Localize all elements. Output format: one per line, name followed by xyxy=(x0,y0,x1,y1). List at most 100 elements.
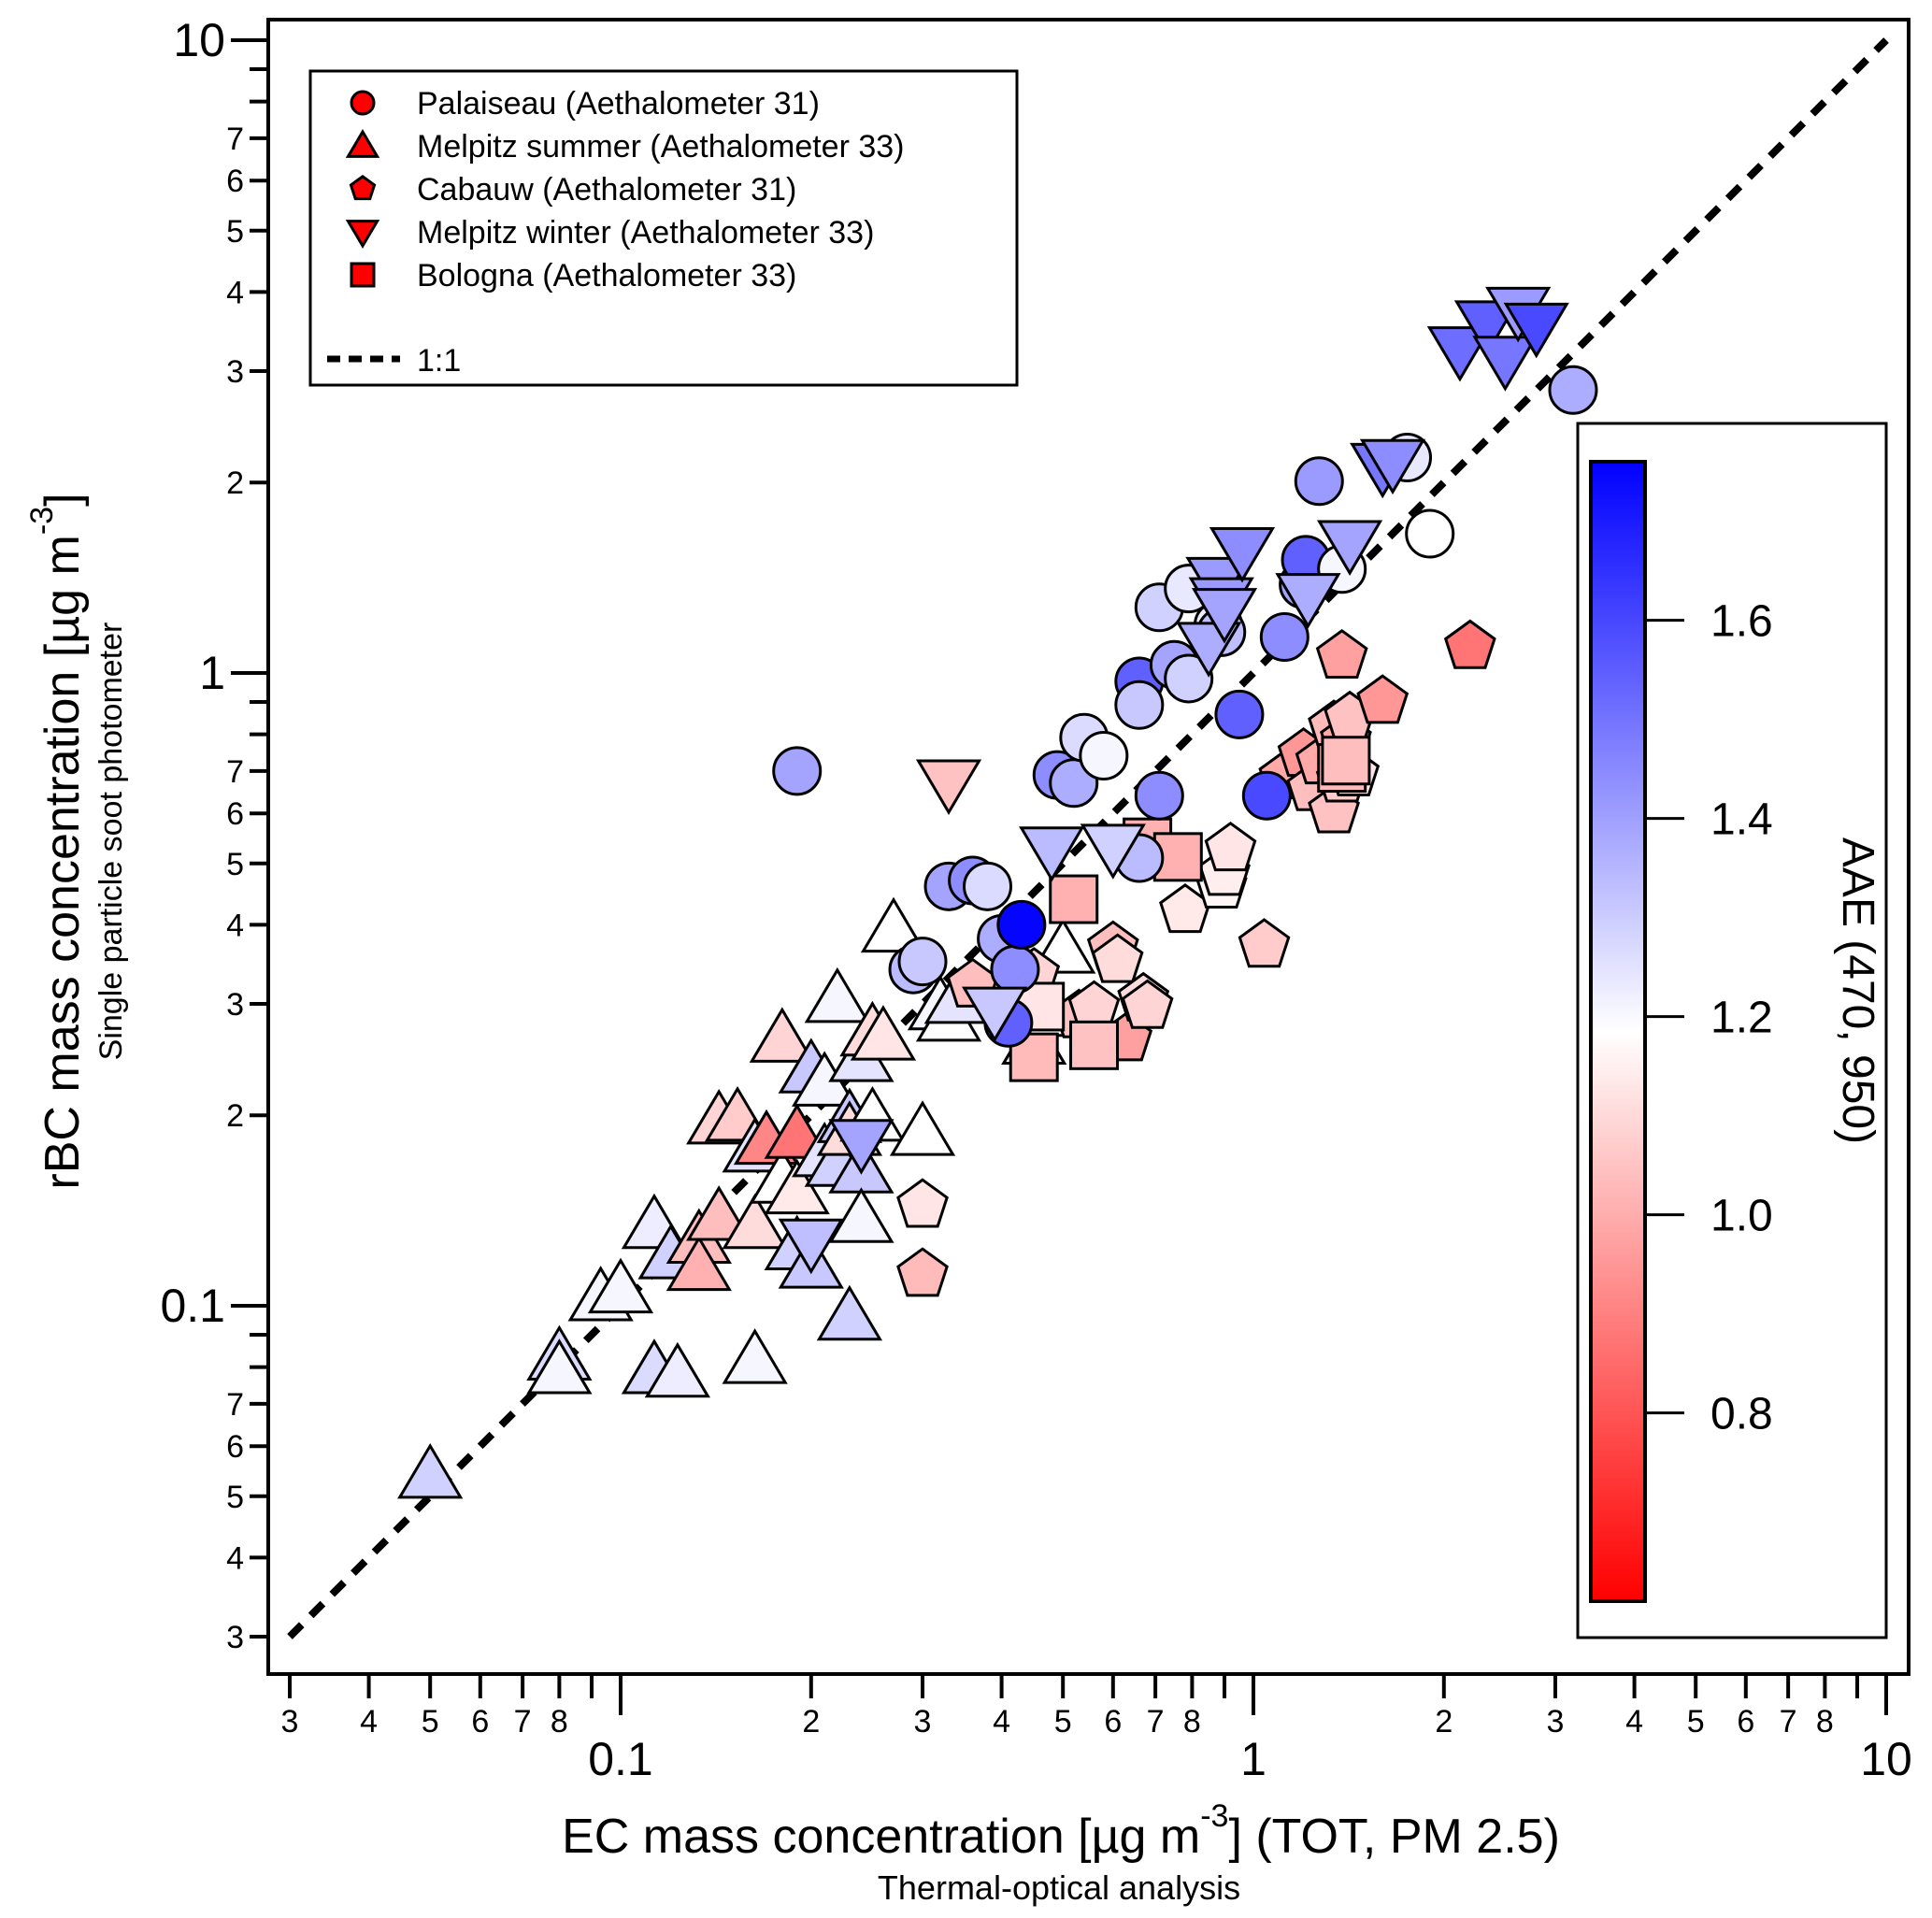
x-axis-sublabel: Thermal-optical analysis xyxy=(878,1868,1240,1907)
x-axis-title: EC mass concentration [µg m-3] (TOT, PM … xyxy=(562,1798,1560,1907)
data-point-circle xyxy=(1079,731,1129,781)
data-point-triangle-down xyxy=(1209,527,1276,583)
y-minor-tick-label: 4 xyxy=(226,908,244,943)
colorbar-title: AAE (470, 950) xyxy=(1833,837,1882,1144)
y-major-tick-label: 0.1 xyxy=(160,1280,225,1332)
x-minor-tick-label: 7 xyxy=(514,1704,532,1739)
y-minor-tick-label: 6 xyxy=(226,1429,244,1465)
colorbar-tick-label: 0.8 xyxy=(1710,1390,1773,1439)
data-point-circle xyxy=(1214,689,1265,739)
legend-marker-triangle-down xyxy=(345,220,380,249)
y-minor-tick-label: 7 xyxy=(226,122,244,157)
y-major-tick-label: 1 xyxy=(199,647,225,699)
legend-marker-triangle-up xyxy=(345,129,380,158)
data-point-triangle-up xyxy=(828,1187,894,1243)
x-major-tick-label: 1 xyxy=(1240,1733,1267,1785)
data-point-triangle-up xyxy=(587,1257,654,1314)
x-minor-tick-label: 2 xyxy=(802,1704,820,1739)
y-minor-tick-label: 4 xyxy=(226,1540,244,1576)
x-major-tick-label: 0.1 xyxy=(588,1733,653,1785)
data-point-pentagon xyxy=(896,1247,949,1297)
legend-1to1-label: 1:1 xyxy=(417,343,461,379)
data-point-pentagon xyxy=(896,1178,949,1228)
data-points xyxy=(397,286,1598,1499)
x-major-tick-label: 10 xyxy=(1860,1733,1912,1785)
series-triangle-down xyxy=(778,286,1569,1275)
data-point-triangle-down xyxy=(915,759,982,815)
data-point-circle xyxy=(1259,611,1309,662)
data-point-pentagon xyxy=(1315,628,1368,680)
data-point-triangle-down xyxy=(1472,336,1538,392)
data-point-triangle-up xyxy=(397,1442,464,1499)
svg-text:rBC mass concentration [µg m-3: rBC mass concentration [µg m-3] xyxy=(24,493,90,1189)
y-minor-tick-label: 7 xyxy=(226,1387,244,1423)
x-minor-tick-label: 5 xyxy=(1054,1704,1072,1739)
x-minor-tick-label: 3 xyxy=(281,1704,299,1739)
plot-frame xyxy=(266,18,1911,1676)
y-axis-sublabel: Single particle soot photometer xyxy=(93,623,129,1061)
colorbar-tick-label: 1.0 xyxy=(1710,1192,1773,1241)
y-minor-tick-label: 4 xyxy=(226,275,244,310)
data-point-triangle-up xyxy=(850,1005,917,1061)
data-point-triangle-up xyxy=(816,1284,883,1341)
legend-marker-square xyxy=(350,262,376,288)
y-minor-tick-label: 6 xyxy=(226,164,244,199)
data-point-circle xyxy=(1164,653,1214,704)
data-point-pentagon xyxy=(1356,674,1410,724)
data-point-triangle-up xyxy=(686,1185,752,1241)
x-minor-tick-label: 4 xyxy=(993,1704,1010,1739)
legend-box xyxy=(308,69,1019,387)
data-point-triangle-down xyxy=(1019,826,1085,882)
data-point-triangle-up xyxy=(804,966,870,1023)
y-minor-tick-label: 3 xyxy=(226,1620,244,1655)
data-point-circle xyxy=(772,746,823,796)
x-minor-tick-label: 4 xyxy=(1625,1704,1643,1739)
x-minor-tick-label: 7 xyxy=(1780,1704,1797,1739)
data-point-triangle-up xyxy=(665,1235,732,1292)
data-point-triangle-down xyxy=(1316,520,1383,577)
x-minor-tick-label: 3 xyxy=(914,1704,932,1739)
data-point-pentagon xyxy=(1121,979,1174,1029)
y-minor-tick-label: 3 xyxy=(226,354,244,390)
data-point-triangle-down xyxy=(1503,302,1569,359)
x-minor-tick-label: 5 xyxy=(1687,1704,1705,1739)
y-major-tick-label: 10 xyxy=(173,14,225,66)
data-point-circle xyxy=(996,899,1047,950)
data-point-triangle-down xyxy=(828,1119,894,1175)
x-axis-label-tail: ] (TOT, PM 2.5) xyxy=(1228,1810,1559,1864)
data-point-square xyxy=(1049,874,1099,924)
data-point-triangle-down xyxy=(1080,823,1146,880)
x-minor-tick-label: 3 xyxy=(1547,1704,1565,1739)
data-point-circle xyxy=(1134,770,1184,821)
y-axis-label-tail: ] xyxy=(36,493,90,506)
data-point-circle xyxy=(963,861,1013,911)
y-minor-tick-label: 2 xyxy=(226,465,244,501)
y-minor-tick-label: 3 xyxy=(226,987,244,1023)
data-point-triangle-up xyxy=(860,896,927,953)
data-point-circle xyxy=(897,937,948,987)
x-minor-tick-label: 8 xyxy=(551,1704,568,1739)
svg-text:EC mass concentration [µg m-3: EC mass concentration [µg m-3] (TOT, PM … xyxy=(562,1798,1560,1864)
data-point-square xyxy=(1069,1020,1120,1070)
data-point-triangle-down xyxy=(1359,438,1426,495)
legend-label: Melpitz summer (Aethalometer 33) xyxy=(417,129,905,165)
colorbar-tick-label: 1.4 xyxy=(1710,795,1773,845)
legend-marker-pentagon xyxy=(349,174,377,201)
data-point-triangle-down xyxy=(962,986,1028,1043)
data-point-triangle-up xyxy=(889,1100,956,1156)
series-square xyxy=(1009,736,1371,1082)
data-point-circle xyxy=(1114,680,1165,730)
x-minor-tick-label: 2 xyxy=(1435,1704,1453,1739)
data-point-triangle-up xyxy=(644,1341,710,1398)
x-minor-tick-label: 6 xyxy=(1737,1704,1754,1739)
data-point-circle xyxy=(1548,365,1598,415)
colorbar: 0.8 1.0 1.2 1.4 1.6 AAE (470, 950) xyxy=(1576,422,1888,1639)
x-minor-tick-label: 4 xyxy=(360,1704,378,1739)
data-point-pentagon xyxy=(1238,918,1291,968)
data-point-triangle-down xyxy=(1275,573,1341,629)
colorbar-tick-label: 1.6 xyxy=(1710,597,1773,647)
y-minor-tick-label: 2 xyxy=(226,1098,244,1134)
data-point-triangle-up xyxy=(764,1158,830,1215)
y-axis-title: rBC mass concentration [µg m-3] Single p… xyxy=(24,493,129,1189)
